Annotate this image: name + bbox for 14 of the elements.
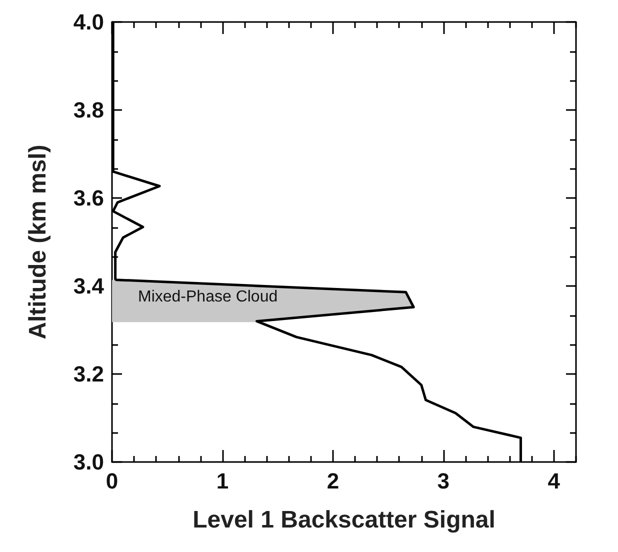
y-tick-label: 3.4 [73, 274, 105, 298]
x-axis-title: Level 1 Backscatter Signal [192, 506, 496, 534]
x-tick-label: 3 [437, 468, 450, 494]
x-tick-label: 1 [216, 468, 229, 494]
x-tick-label: 4 [548, 468, 561, 494]
y-axis-title: Altitude (km msl) [24, 144, 52, 340]
x-tick-label: 2 [326, 468, 340, 494]
y-tick-label: 3.2 [73, 362, 104, 386]
y-tick-label: 3.6 [73, 186, 104, 210]
x-tick-label: 0 [106, 468, 118, 494]
y-tick-label: 3.0 [73, 450, 104, 474]
y-tick-label: 4.0 [73, 10, 104, 34]
annotation: Mixed-Phase Cloud [138, 288, 278, 306]
y-tick-label: 3.8 [73, 98, 104, 122]
